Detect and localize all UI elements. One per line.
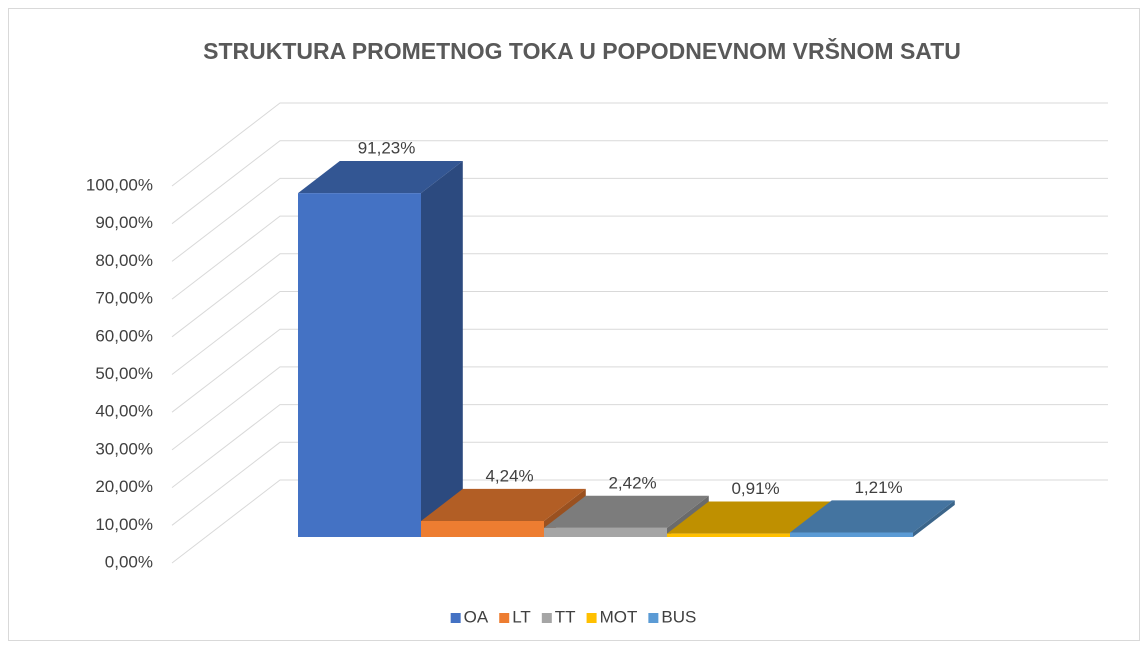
- y-tick-label: 20,00%: [95, 477, 153, 496]
- legend-swatch: [541, 613, 552, 623]
- value-label: 2,42%: [608, 473, 656, 492]
- y-tick-label: 30,00%: [95, 439, 153, 458]
- y-tick-label: 80,00%: [95, 251, 153, 270]
- bar-top: [790, 500, 955, 533]
- legend-swatch: [450, 613, 461, 623]
- legend-swatch: [586, 613, 597, 623]
- bar: [790, 500, 955, 538]
- bar: [421, 488, 586, 538]
- y-tick-label: 100,00%: [86, 175, 153, 194]
- y-tick-label: 10,00%: [95, 515, 153, 534]
- legend-swatch: [499, 613, 510, 623]
- bar-top: [544, 495, 709, 528]
- value-label: 4,24%: [485, 466, 533, 485]
- grid-line: [171, 366, 1108, 451]
- bar-top: [667, 501, 832, 534]
- bar-front: [790, 532, 913, 538]
- grid-line: [171, 177, 1108, 262]
- grid-line: [171, 102, 1108, 187]
- legend-label: LT: [512, 607, 531, 626]
- chart-title: STRUKTURA PROMETNOG TOKA U POPODNEVNOM V…: [203, 37, 961, 64]
- grid-line: [171, 404, 1108, 488]
- bar-top: [421, 488, 586, 522]
- bar: [544, 495, 709, 538]
- y-tick-label: 40,00%: [95, 402, 153, 421]
- grid-line: [171, 291, 1108, 375]
- bar: [298, 160, 463, 538]
- bar-side: [421, 160, 463, 538]
- value-label: 91,23%: [358, 138, 416, 157]
- legend-label: TT: [555, 607, 576, 626]
- legend-label: BUS: [661, 607, 696, 626]
- grid-line: [171, 215, 1108, 300]
- bar-front: [667, 533, 790, 538]
- bar-side: [913, 500, 955, 538]
- legend-swatch: [648, 613, 659, 623]
- grid-line: [171, 441, 1108, 526]
- bar-front: [298, 193, 421, 538]
- legend-label: MOT: [600, 607, 638, 626]
- y-tick-label: 50,00%: [95, 364, 153, 383]
- grid-line: [171, 253, 1108, 338]
- grid-line: [171, 328, 1108, 413]
- y-tick-label: 70,00%: [95, 289, 153, 308]
- value-label: 0,91%: [731, 479, 779, 498]
- legend-label: OA: [464, 607, 489, 626]
- grid-line: [171, 140, 1108, 225]
- y-tick-label: 0,00%: [105, 552, 153, 571]
- y-tick-label: 60,00%: [95, 326, 153, 345]
- bar-top: [298, 160, 463, 194]
- value-label: 1,21%: [854, 478, 902, 497]
- bar-front: [421, 521, 544, 538]
- bar-front: [544, 527, 667, 538]
- y-tick-label: 90,00%: [95, 213, 153, 232]
- grid-line: [171, 479, 1108, 564]
